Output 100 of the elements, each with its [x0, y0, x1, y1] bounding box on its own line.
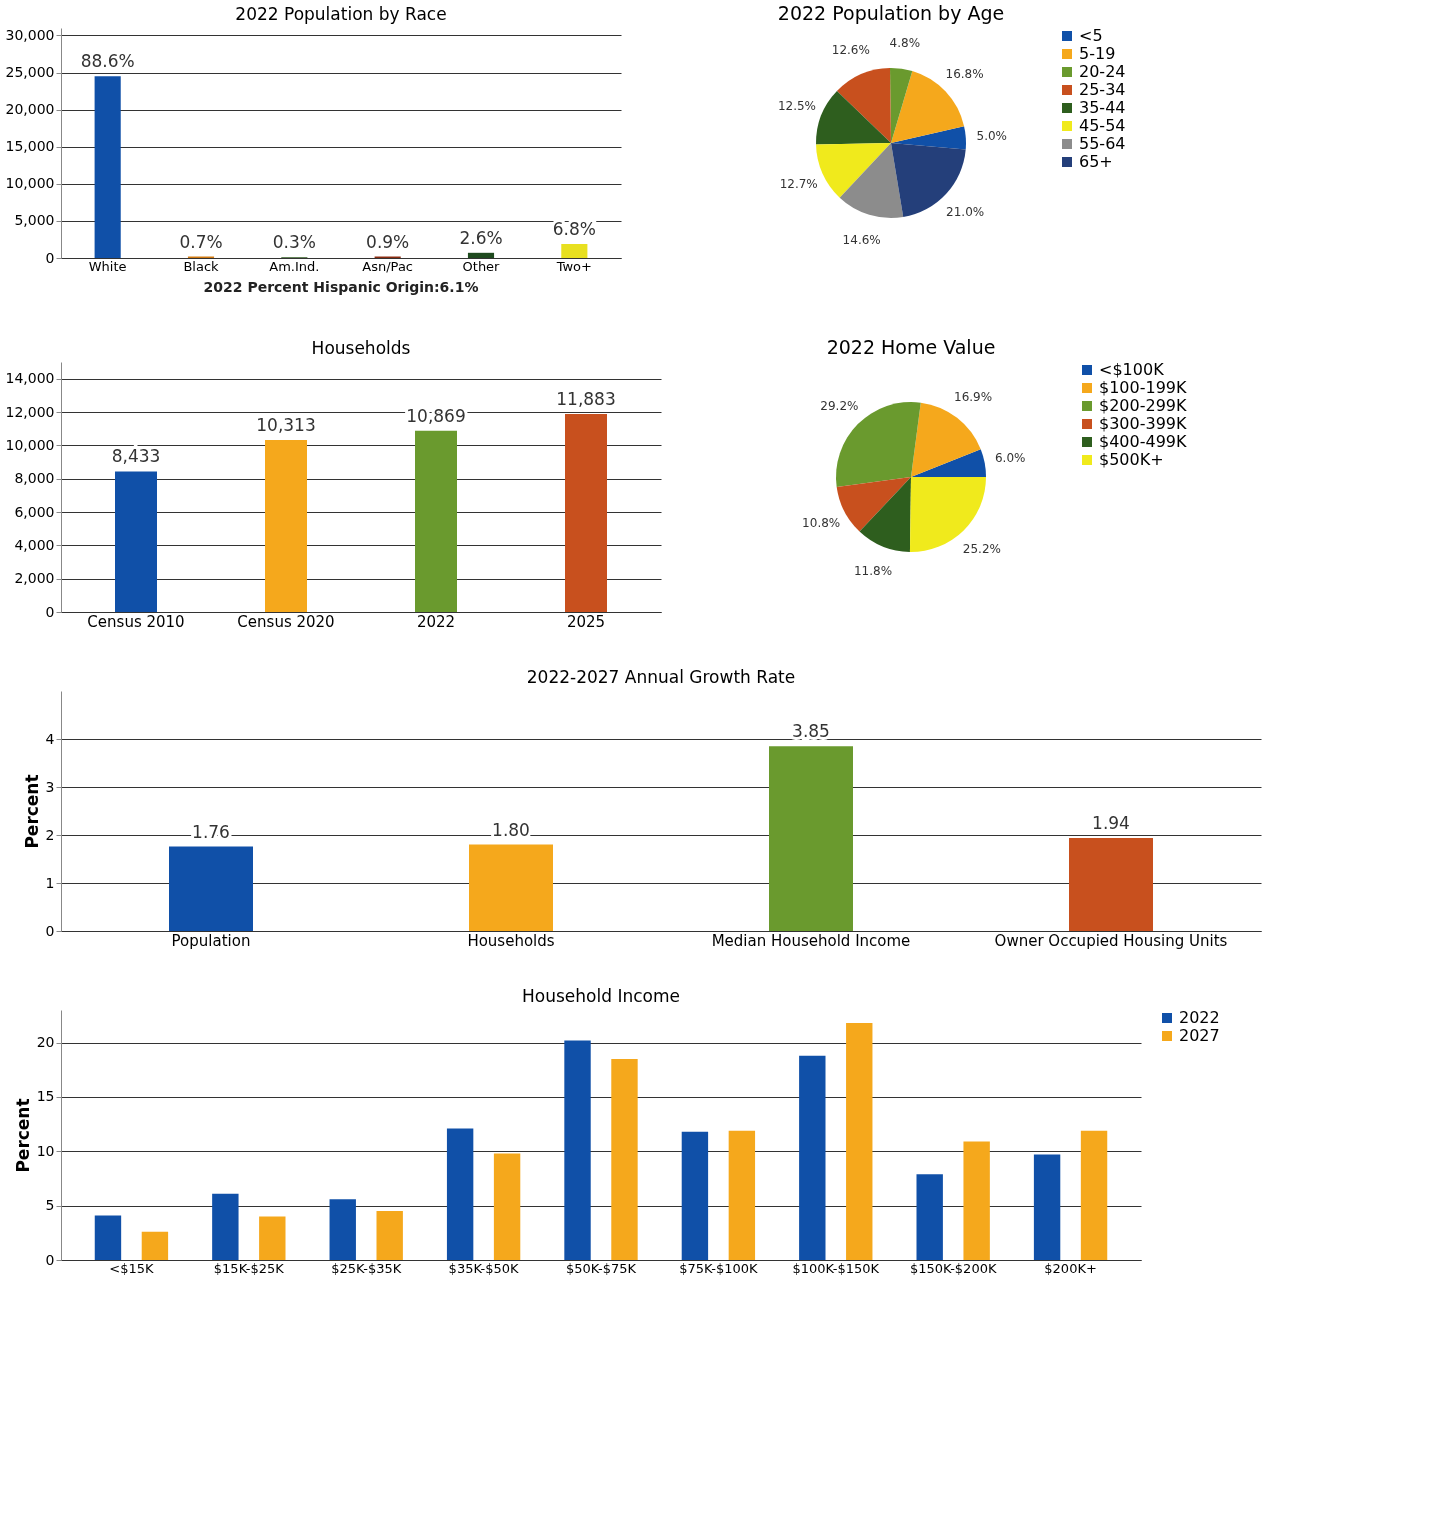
bar [169, 846, 253, 931]
y-tick-label: 20 [36, 1034, 55, 1051]
bar [141, 1231, 169, 1260]
legend-label: 55-64 [1079, 134, 1126, 153]
legend-label: $300-399K [1099, 414, 1188, 433]
pie-slice [859, 477, 911, 552]
x-tick-label: $25K-$35K [331, 1260, 402, 1276]
pie-slice [816, 143, 891, 198]
data-label: 12.5% [777, 99, 817, 114]
bar [681, 1131, 709, 1260]
data-label: 10.8% [802, 516, 841, 531]
x-tick-label: $15K-$25K [213, 1260, 285, 1276]
y-tick-label: 0 [45, 922, 55, 939]
bar [467, 252, 495, 258]
legend-label: 5-19 [1079, 44, 1116, 63]
x-tick-label: White [88, 258, 127, 274]
annotation: 0.7% [179, 231, 223, 252]
legend-label: $100-199K [1099, 378, 1188, 397]
annotation: 2.6% [459, 227, 503, 248]
x-tick-label: $35K-$50K [448, 1260, 520, 1276]
y-tick-label: 10 [36, 1142, 55, 1159]
y-tick-label: 1 [45, 874, 55, 891]
y-tick-label: 4 [45, 730, 55, 747]
pie-slice [890, 68, 913, 143]
data-label: 16.8% [945, 66, 984, 81]
legend-label: 35-44 [1079, 98, 1126, 117]
bar [916, 1174, 943, 1260]
bar [469, 844, 553, 931]
bar [564, 1040, 591, 1260]
legend-label: 2022 [1179, 1008, 1220, 1027]
annotation: 0.3% [272, 232, 316, 253]
annotation: 0.9% [366, 231, 410, 252]
legend-label: <5 [1079, 26, 1103, 45]
x-tick-label: Census 2020 [237, 612, 335, 631]
x-tick-label: Two+ [555, 258, 592, 274]
y-tick-label: 5,000 [14, 212, 55, 229]
y-tick-label: 2,000 [14, 570, 55, 587]
data-label: 5.0% [976, 128, 1007, 143]
y-tick-label: 4,000 [14, 536, 55, 553]
y-tick-label: 15 [36, 1088, 55, 1105]
data-label: 21.0% [946, 204, 985, 219]
data-label: 3.85 [792, 721, 830, 742]
pie-slice [891, 126, 966, 150]
x-tick-label: Black [183, 258, 220, 274]
y-tick-label: 10,000 [5, 436, 55, 453]
bar [259, 1216, 286, 1260]
chart-title: 2022 Population by Race [235, 4, 447, 24]
y-tick-label: 0 [45, 249, 55, 266]
y-tick-label: 0 [45, 1251, 55, 1268]
y-tick-label: 8,000 [14, 470, 55, 487]
pie-slice [836, 68, 891, 143]
legend-label: $400-499K [1099, 432, 1188, 451]
bar [94, 1215, 122, 1260]
data-label: 25.2% [962, 541, 1001, 556]
bar [611, 1058, 638, 1260]
y-tick-label: 30,000 [5, 26, 55, 43]
bar [446, 1128, 474, 1260]
data-label: 4.8% [889, 35, 921, 50]
y-axis-title: Percent [21, 774, 42, 849]
y-tick-label: 15,000 [5, 138, 55, 155]
bar [115, 471, 157, 612]
x-tick-label: $150K-$200K [909, 1260, 997, 1276]
bar [769, 746, 853, 931]
x-tick-label: $75K-$100K [679, 1260, 758, 1276]
data-label: 1.80 [492, 819, 530, 840]
y-tick-label: 12,000 [5, 403, 55, 420]
chart-title: Households [311, 338, 411, 358]
x-tick-label: 2025 [566, 612, 606, 631]
bar [799, 1055, 826, 1260]
x-tick-label: 2022 [416, 612, 456, 631]
data-label: 8,433 [111, 446, 161, 467]
chart-title: 2022-2027 Annual Growth Rate [526, 667, 796, 687]
y-tick-label: 10,000 [5, 175, 55, 192]
data-label: 16.9% [954, 390, 993, 405]
legend-label: 25-34 [1079, 80, 1126, 99]
data-label: 6.0% [994, 451, 1026, 466]
x-tick-label: Median Household Income [711, 931, 911, 950]
bar [846, 1023, 873, 1260]
annotation: 88.6% [80, 51, 135, 72]
x-tick-label: Population [171, 931, 251, 950]
y-axis-title: Percent [12, 1098, 33, 1173]
y-tick-label: 5 [45, 1197, 55, 1214]
chart-title: Household Income [522, 986, 680, 1006]
bar [728, 1130, 756, 1260]
bar [565, 413, 607, 612]
data-label: 12.6% [831, 43, 870, 58]
text: 2022 Percent Hispanic Origin:6.1% [203, 279, 479, 295]
bar [561, 243, 588, 258]
pie-slice [911, 449, 986, 477]
bar [1033, 1154, 1061, 1260]
data-label: 1.94 [1092, 812, 1130, 833]
x-tick-label: $200K+ [1044, 1260, 1097, 1276]
data-label: 12.7% [779, 177, 818, 192]
bar [329, 1199, 356, 1260]
bar [94, 76, 121, 258]
y-tick-label: 14,000 [5, 370, 55, 387]
bar [1080, 1130, 1108, 1260]
data-label: 11,883 [556, 388, 616, 409]
x-tick-label: Asn/Pac [362, 258, 413, 274]
y-tick-label: 3 [45, 778, 55, 795]
